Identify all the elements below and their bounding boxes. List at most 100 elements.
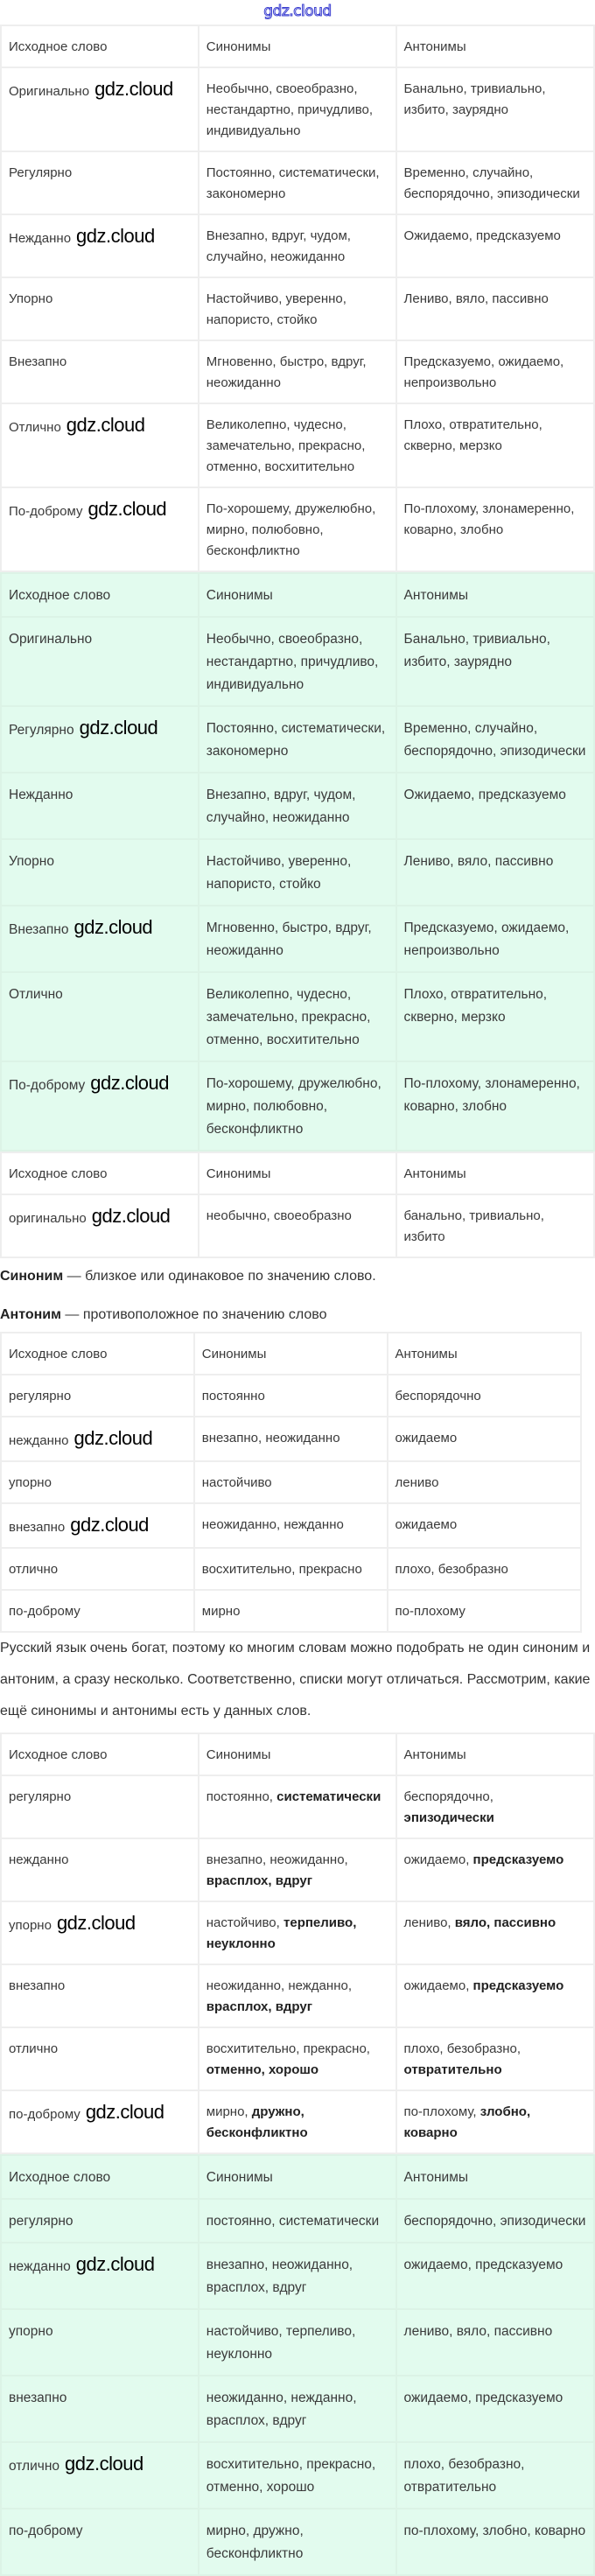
cell-text: Упорно bbox=[9, 291, 53, 306]
table-row: регулярно постоянно, систематически беспор… bbox=[0, 1774, 595, 1839]
cell-text: внезапно bbox=[9, 1520, 66, 1535]
table-row: Упорно Настойчиво, уверенно, напористо, с… bbox=[0, 276, 595, 341]
cell-added-words: вяло, пассивно bbox=[454, 1915, 556, 1930]
cell-text: лениво bbox=[395, 1475, 439, 1490]
cell-antonyms: Банально, тривиально, избито, заурядно bbox=[395, 66, 595, 152]
cell-antonyms: по-плохому bbox=[386, 1589, 583, 1633]
table-row: Внезапно Мгновенно, быстро, вдруг, неожид… bbox=[0, 340, 595, 404]
cell-added-words: злобно, коварно bbox=[403, 2104, 531, 2140]
cell-text: Банально, тривиально, избито, заурядно bbox=[403, 632, 550, 669]
cell-antonyms: лениво, вяло, пассивно bbox=[395, 1900, 595, 1965]
cell-synonyms: Внезапно, вдруг, чудом, случайно, неожид… bbox=[197, 772, 397, 840]
cell-text: По-плохому, злонамеренно, коварно, злобн… bbox=[403, 1076, 580, 1114]
table-row: Отлично Великолепно, чудесно, замечательн… bbox=[0, 971, 595, 1062]
cell-text: лениво, bbox=[403, 1915, 455, 1930]
cell-synonyms: мирно, дружно, бесконфликтно bbox=[197, 2508, 397, 2576]
synonyms-table-5: Исходное слово Синонимы Антонимы регулярно п… bbox=[0, 1732, 595, 2154]
watermark: gdz.cloud bbox=[74, 916, 153, 938]
cell-source-word: упорно gdz.cloud bbox=[0, 1900, 200, 1965]
header-synonyms: Синонимы bbox=[197, 1152, 397, 1195]
cell-synonyms: необычно, своеобразно bbox=[197, 1194, 397, 1258]
cell-text: неожиданно, нежданно, врасплох, вдруг bbox=[206, 2390, 357, 2428]
cell-antonyms: ожидаемо bbox=[386, 1502, 583, 1549]
cell-text: ожидаемо, предсказуемо bbox=[403, 2258, 564, 2272]
cell-source-word: Внезапно bbox=[0, 340, 200, 404]
cell-source-word: Отлично bbox=[0, 971, 200, 1062]
cell-synonyms: неожиданно, нежданно, врасплох, вдруг bbox=[197, 2375, 397, 2443]
table-row: по-доброму gdz.cloud мирно, дружно, бескон… bbox=[0, 2090, 595, 2154]
cell-text: Отлично bbox=[9, 987, 63, 1002]
cell-antonyms: беспорядочно, эпизодически bbox=[395, 2198, 595, 2244]
cell-antonyms: плохо, безобразно bbox=[386, 1547, 583, 1591]
table-row: внезапно неожиданно, нежданно, врасплох, … bbox=[0, 1964, 595, 2028]
synonyms-table-2: Исходное слово Синонимы Антонимы Оригинальн… bbox=[0, 572, 595, 1152]
watermark: gdz.cloud bbox=[70, 1514, 149, 1536]
cell-source-word: Регулярно bbox=[0, 150, 200, 215]
cell-source-word: Оригинально gdz.cloud bbox=[0, 66, 200, 152]
table-row: внезапно неожиданно, нежданно, врасплох, … bbox=[0, 2375, 595, 2443]
cell-text: по-плохому, bbox=[403, 2104, 480, 2119]
cell-text: восхитительно, прекрасно, bbox=[206, 2041, 370, 2056]
cell-text: постоянно bbox=[201, 1389, 265, 1404]
site-logo[interactable]: gdz.cloud bbox=[263, 3, 332, 21]
cell-text: ожидаемо, предсказуемо bbox=[403, 2390, 564, 2405]
table-row: Оригинально gdz.cloud Необычно, своеобразн… bbox=[0, 66, 595, 152]
cell-source-word: оригинально gdz.cloud bbox=[0, 1194, 200, 1258]
cell-synonyms: восхитительно, прекрасно, отменно, хорош… bbox=[197, 2441, 397, 2510]
cell-synonyms: Постоянно, систематически, закономерно bbox=[197, 705, 397, 774]
cell-source-word: По-доброму gdz.cloud bbox=[0, 486, 200, 572]
cell-antonyms: ожидаемо, предсказуемо bbox=[395, 2242, 595, 2310]
cell-text: Банально, тривиально, избито, заурядно bbox=[403, 81, 546, 117]
cell-text: Предсказуемо, ожидаемо, непроизвольно bbox=[403, 920, 570, 958]
cell-synonyms: Постоянно, систематически, закономерно bbox=[197, 150, 397, 215]
header-antonyms: Антонимы bbox=[395, 2154, 595, 2200]
synonym-term: Синоним bbox=[0, 1269, 64, 1284]
table-row: отлично восхитительно, прекрасно, отменно… bbox=[0, 2026, 595, 2091]
cell-antonyms: Предсказуемо, ожидаемо, непроизвольно bbox=[395, 340, 595, 404]
watermark: gdz.cloud bbox=[56, 1912, 136, 1934]
cell-text: Великолепно, чудесно, замечательно, прек… bbox=[206, 417, 366, 474]
cell-text: Упорно bbox=[9, 854, 54, 869]
cell-text: Великолепно, чудесно, замечательно, прек… bbox=[206, 987, 371, 1047]
cell-text: постоянно, bbox=[206, 1789, 277, 1804]
watermark: gdz.cloud bbox=[76, 225, 155, 247]
cell-text: внезапно, неожиданно, врасплох, вдруг bbox=[206, 2258, 354, 2295]
cell-source-word: нежданно bbox=[0, 1838, 200, 1902]
cell-text: Внезапно bbox=[9, 922, 69, 937]
cell-antonyms: Лениво, вяло, пассивно bbox=[395, 276, 595, 341]
watermark: gdz.cloud bbox=[91, 1205, 171, 1227]
cell-text: Внезапно, вдруг, чудом, случайно, неожид… bbox=[206, 788, 356, 825]
cell-source-word: Упорно bbox=[0, 838, 200, 906]
cell-source-word: регулярно bbox=[0, 1774, 200, 1839]
cell-synonyms: Великолепно, чудесно, замечательно, прек… bbox=[197, 971, 397, 1062]
table-header-row: Исходное слово Синонимы Антонимы bbox=[0, 1732, 595, 1776]
cell-text: регулярно bbox=[9, 1789, 72, 1804]
cell-text: ожидаемо bbox=[395, 1517, 458, 1532]
cell-text: мирно, дружно, бесконфликтно bbox=[206, 2524, 304, 2561]
cell-synonyms: неожиданно, нежданно, врасплох, вдруг bbox=[197, 1964, 397, 2028]
cell-text: Плохо, отвратительно, скверно, мерзко bbox=[403, 987, 548, 1025]
cell-text: упорно bbox=[9, 1918, 52, 1933]
cell-source-word: Оригинально bbox=[0, 616, 200, 707]
cell-synonyms: Настойчиво, уверенно, напористо, стойко bbox=[197, 838, 397, 906]
table-row: упорно настойчиво, терпеливо, неуклонно ле… bbox=[0, 2308, 595, 2376]
cell-text: внезапно bbox=[9, 2390, 67, 2405]
table-header-row: Исходное слово Синонимы Антонимы bbox=[0, 1152, 595, 1195]
table-row: отлично gdz.cloud восхитительно, прекрасно… bbox=[0, 2441, 595, 2510]
cell-text: отлично bbox=[9, 2459, 60, 2474]
watermark: gdz.cloud bbox=[88, 498, 167, 520]
cell-added-words: отменно, хорошо bbox=[206, 2062, 319, 2077]
cell-text: Нежданно bbox=[9, 788, 74, 802]
header-synonyms: Синонимы bbox=[197, 24, 397, 68]
header-synonyms: Синонимы bbox=[197, 1732, 397, 1776]
cell-source-word: отлично bbox=[0, 1547, 195, 1591]
cell-antonyms: по-плохому, злобно, коварно bbox=[395, 2508, 595, 2576]
cell-text: нежданно bbox=[9, 2259, 71, 2274]
cell-synonyms: внезапно, неожиданно, врасплох, вдруг bbox=[197, 1838, 397, 1902]
cell-antonyms: плохо, безобразно, отвратительно bbox=[395, 2026, 595, 2091]
cell-added-words: предсказуемо bbox=[472, 1978, 564, 1993]
cell-text: ожидаемо, bbox=[403, 1852, 473, 1867]
table-row: Нежданно gdz.cloud Внезапно, вдруг, чудом,… bbox=[0, 214, 595, 278]
watermark: gdz.cloud bbox=[79, 717, 158, 738]
cell-text: нежданно bbox=[9, 1433, 69, 1448]
